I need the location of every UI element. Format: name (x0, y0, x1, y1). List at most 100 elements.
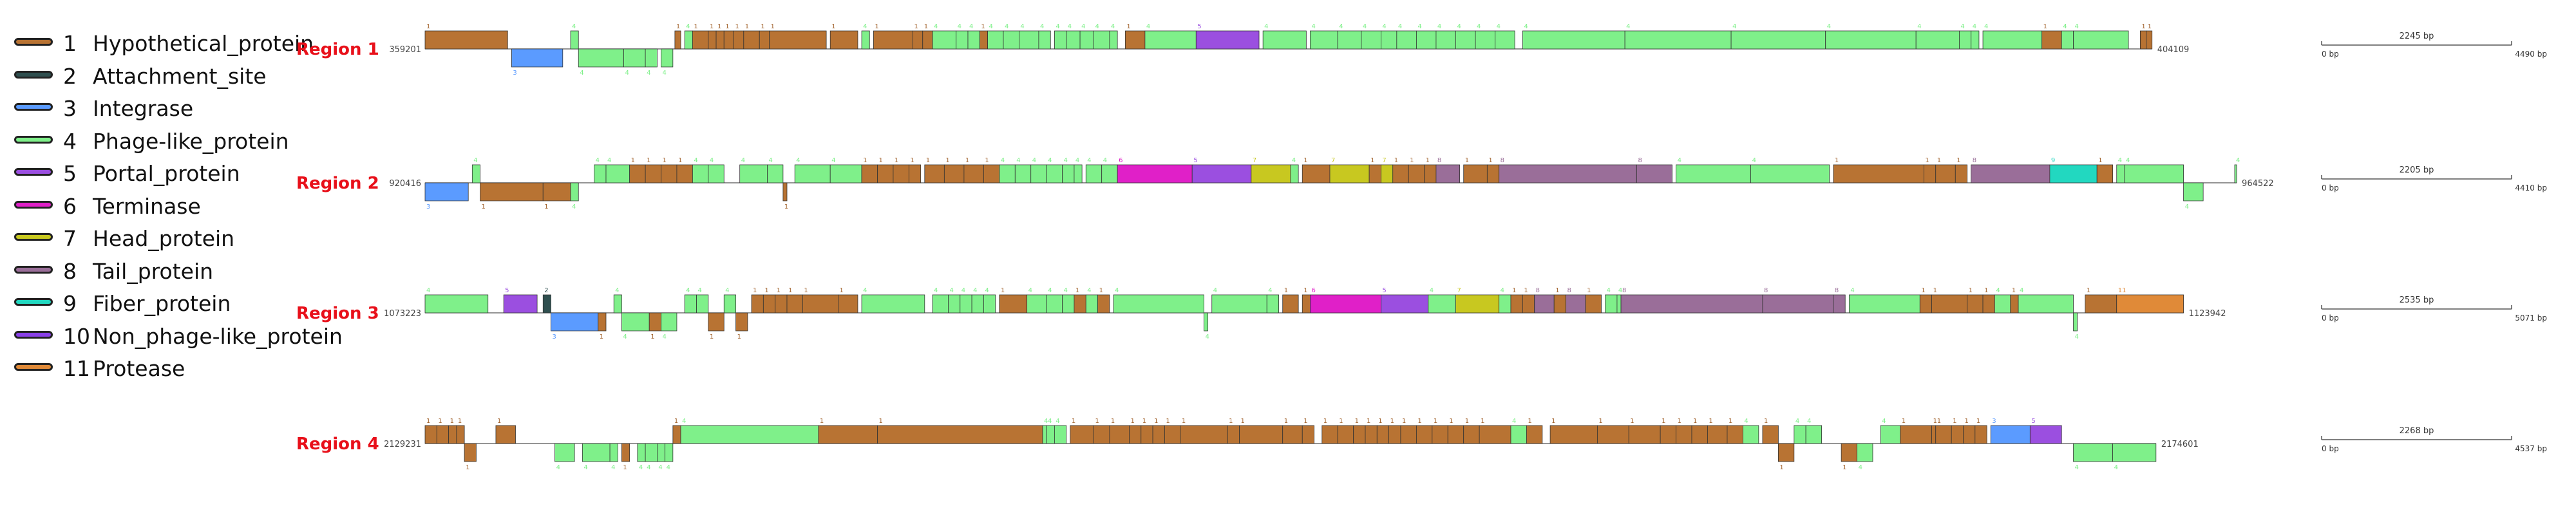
gene-block (594, 164, 607, 183)
gene-block (1620, 294, 1763, 314)
gene-block (1266, 294, 1279, 314)
gene-block (456, 425, 465, 444)
gene-class-label: 1 (1528, 418, 1531, 425)
gene-block (1526, 425, 1543, 444)
gene-block (1967, 294, 1984, 314)
gene-block (775, 294, 788, 314)
gene-class-label: 1 (1953, 418, 1956, 425)
gene-class-label: 4 (1032, 157, 1036, 164)
gene-block (987, 30, 1004, 50)
legend-number: 2 (63, 63, 77, 89)
gene-block (480, 182, 544, 201)
gene-block (1074, 294, 1086, 314)
legend-item: 11 Protease (13, 356, 348, 389)
gene-class-label: 4 (1917, 23, 1921, 30)
legend-item: 7 Head_protein (13, 226, 348, 259)
region-start-coordinate: 920416 (389, 179, 421, 189)
gene-class-label: 4 (1807, 418, 1811, 425)
gene-block (2146, 30, 2153, 50)
legend-swatch (14, 168, 53, 176)
gene-block (861, 294, 925, 314)
gene-block (794, 164, 831, 183)
gene-class-label: 1 (1598, 418, 1602, 425)
gene-block (1030, 164, 1047, 183)
legend-label: Hypothetical_protein (93, 31, 314, 56)
gene-block (1211, 294, 1267, 314)
scale-bar-label: 2535 bp (2400, 295, 2434, 305)
gene-class-label: 1 (1241, 418, 1245, 425)
gene-class-label: 1 (839, 287, 843, 294)
gene-class-label: 1 (2098, 157, 2102, 164)
gene-class-label: 4 (556, 464, 560, 471)
gene-class-label: 8 (1437, 157, 1441, 164)
gene-block (1428, 294, 1456, 314)
gene-block (623, 48, 646, 68)
legend-label: Attachment_site (93, 63, 267, 89)
gene-class-label: 4 (1417, 23, 1421, 30)
gene-block (723, 30, 734, 50)
legend-number: 4 (63, 128, 77, 154)
gene-block (1931, 425, 1937, 444)
gene-block (802, 294, 838, 314)
gene-block (1691, 425, 1708, 444)
gene-class-label: 4 (961, 287, 965, 294)
gene-class-label: 1 (1001, 287, 1005, 294)
gene-class-label: 4 (607, 157, 611, 164)
gene-block (613, 294, 622, 314)
gene-block (1848, 294, 1920, 314)
region-end-coordinate: 2174601 (2161, 440, 2199, 449)
gene-block (1455, 294, 1500, 314)
gene-class-label: 1 (1662, 418, 1665, 425)
gene-class-label: 1 (1284, 418, 1288, 425)
gene-block (1975, 425, 1987, 444)
gene-class-label: 1 (676, 23, 680, 30)
gene-class-label: 1 (544, 203, 548, 211)
gene-class-label: 5 (1382, 287, 1386, 294)
region-start-coordinate: 1073223 (384, 309, 421, 319)
gene-class-label: 4 (1850, 287, 1854, 294)
gene-block (861, 30, 870, 50)
gene-block (956, 30, 969, 50)
gene-block (829, 30, 858, 50)
gene-block (1777, 443, 1795, 462)
gene-block (2096, 164, 2114, 183)
gene-class-label: 4 (949, 287, 953, 294)
gene-block (2073, 312, 2078, 332)
gene-block (424, 294, 489, 314)
gene-class-label: 3 (1992, 418, 1996, 425)
gene-class-label: 4 (1457, 23, 1461, 30)
gene-block (495, 425, 516, 444)
gene-class-label: 7 (1457, 287, 1461, 294)
legend-swatch (14, 38, 53, 46)
gene-class-label: 1 (1709, 418, 1712, 425)
gene-class-label: 4 (934, 287, 938, 294)
gene-block (1079, 30, 1094, 50)
gene-block (769, 30, 827, 50)
gene-class-label: 4 (1732, 23, 1736, 30)
gene-class-label: 1 (820, 418, 824, 425)
gene-class-label: 1 (1370, 157, 1374, 164)
gene-class-label: 1 (1779, 464, 1783, 471)
gene-block (1290, 164, 1299, 183)
gene-block (1094, 425, 1110, 444)
gene-block (1070, 425, 1094, 444)
gene-block (1676, 164, 1752, 183)
gene-class-label: 1 (804, 287, 808, 294)
gene-class-label: 1 (2148, 23, 2152, 30)
gene-block (1392, 164, 1409, 183)
gene-block (1094, 30, 1110, 50)
gene-block (877, 164, 894, 183)
gene-block (1951, 425, 1964, 444)
gene-class-label: 1 (1075, 287, 1079, 294)
gene-block (1368, 164, 1381, 183)
gene-class-label: 1 (647, 157, 650, 164)
gene-block (1239, 425, 1283, 444)
gene-class-label: 1 (788, 287, 792, 294)
legend-item: 6 Terminase (13, 194, 348, 227)
gene-block (629, 164, 646, 183)
gene-block (1117, 164, 1193, 183)
gene-class-label: 4 (1382, 23, 1386, 30)
legend-item: 2 Attachment_site (13, 64, 348, 97)
